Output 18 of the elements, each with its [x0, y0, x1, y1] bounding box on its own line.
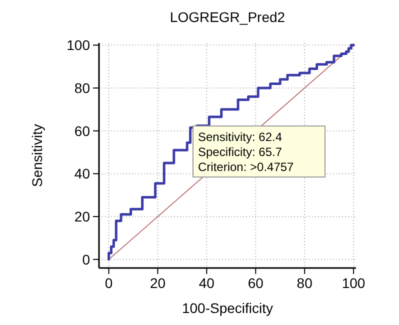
annotation: Specificity: 65.7 [198, 145, 282, 159]
y-tick-label: 20 [74, 208, 90, 225]
y-tick-label: 100 [66, 37, 90, 54]
chart-title: LOGREGR_Pred2 [170, 9, 286, 25]
x-tick-label: 20 [150, 275, 166, 291]
y-axis-title: Sensitivity [29, 124, 45, 188]
y-tick-label: 0 [82, 251, 90, 268]
y-tick-label: 40 [74, 166, 90, 182]
x-tick-label: 40 [198, 275, 215, 291]
y-tick-label: 80 [74, 80, 90, 96]
x-axis-title: 100-Specificity [182, 300, 274, 316]
x-tick-label: 60 [248, 275, 264, 291]
x-tick-label: 80 [296, 275, 313, 291]
annotation: Sensitivity: 62.4 [198, 130, 282, 144]
x-tick-label: 100 [342, 275, 366, 291]
annotation: Criterion: >0.4757 [198, 160, 294, 174]
x-tick-label: 0 [104, 275, 113, 291]
y-tick-label: 60 [74, 122, 90, 139]
